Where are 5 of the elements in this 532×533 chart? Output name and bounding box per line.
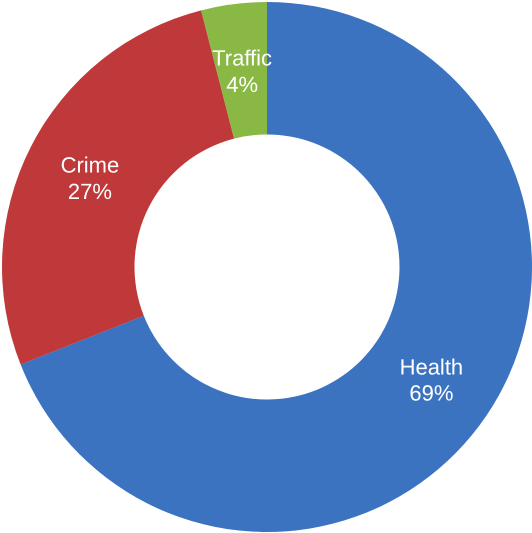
slice-label: Crime bbox=[60, 152, 120, 178]
data-label: 4% bbox=[226, 72, 258, 97]
data-label: 27% bbox=[68, 178, 112, 204]
slice-label: Health bbox=[400, 354, 464, 380]
data-label: 69% bbox=[409, 380, 454, 406]
